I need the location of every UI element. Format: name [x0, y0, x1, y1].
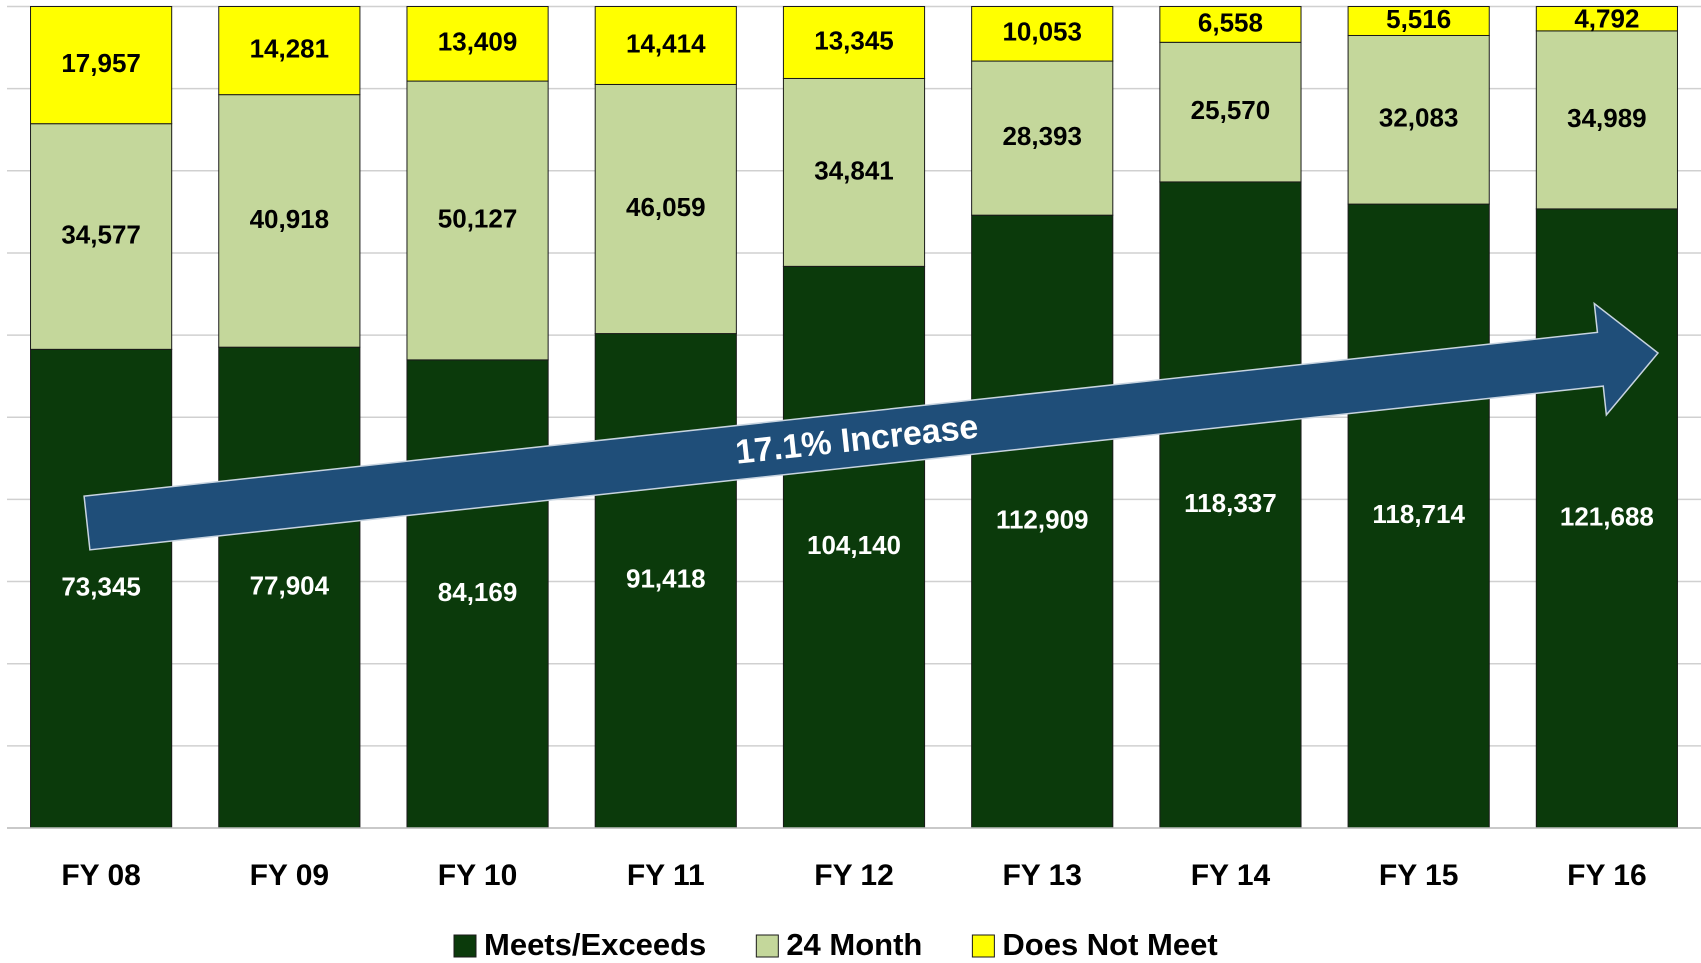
data-label: 84,169 — [438, 577, 518, 607]
data-label: 13,345 — [814, 25, 894, 55]
data-label: 91,418 — [626, 564, 706, 594]
data-label: 104,140 — [807, 530, 901, 560]
legend-label: Does Not Meet — [1002, 927, 1217, 962]
bar-segment — [782, 77, 926, 267]
legend-swatch — [755, 934, 779, 958]
data-label: 50,127 — [438, 203, 518, 233]
data-label: 28,393 — [1002, 121, 1082, 151]
x-tick-label: FY 16 — [1567, 859, 1647, 892]
bar-segment — [594, 83, 737, 335]
data-label: 34,841 — [814, 155, 894, 185]
bar-segment — [971, 6, 1114, 62]
x-tick-label: FY 14 — [1191, 859, 1271, 892]
x-tick-label: FY 13 — [1002, 859, 1082, 892]
bar-segment — [782, 265, 926, 829]
data-label: 10,053 — [1002, 17, 1082, 47]
legend-label: Meets/Exceeds — [484, 927, 706, 962]
bar-segment — [1347, 6, 1490, 36]
data-label: 14,281 — [250, 33, 330, 63]
legend-swatch — [453, 934, 477, 958]
data-label: 14,414 — [626, 28, 706, 58]
data-label: 5,516 — [1386, 4, 1451, 34]
bar-segment — [1535, 6, 1678, 32]
bar-segment — [30, 123, 173, 350]
bar-segment — [406, 359, 549, 829]
bar-segment — [1347, 34, 1490, 205]
data-label: 17,957 — [61, 48, 141, 78]
bar-segment — [971, 60, 1114, 216]
data-label: 121,688 — [1560, 501, 1654, 531]
x-tick-label: FY 12 — [814, 859, 894, 892]
bar-segment — [406, 80, 549, 361]
bar-segment — [1159, 41, 1302, 183]
data-label: 13,409 — [438, 27, 518, 57]
x-tick-label: FY 10 — [438, 859, 518, 892]
bar-segment — [1347, 203, 1490, 829]
data-label: 25,570 — [1191, 95, 1271, 125]
bar-segment — [1159, 181, 1302, 829]
data-label: 4,792 — [1574, 3, 1639, 33]
data-label: 77,904 — [250, 570, 330, 600]
data-label: 73,345 — [61, 572, 141, 602]
bar-segment — [782, 6, 926, 79]
x-tick-label: FY 15 — [1379, 859, 1459, 892]
bar-segment — [594, 6, 737, 85]
data-label: 46,059 — [626, 192, 706, 222]
bar-segment — [406, 6, 549, 82]
legend-swatch — [971, 934, 995, 958]
bar-segment — [30, 6, 173, 125]
data-label: 40,918 — [250, 204, 330, 234]
data-label: 112,909 — [996, 504, 1089, 534]
bar-segment — [218, 346, 361, 829]
bar-segment — [1159, 6, 1302, 43]
arrow-shape — [83, 301, 1660, 551]
data-label: 34,989 — [1567, 103, 1647, 133]
bar-segment — [594, 333, 737, 829]
data-label: 32,083 — [1379, 103, 1459, 133]
bar-segment — [971, 214, 1114, 829]
bar-segment — [30, 348, 173, 829]
x-tick-label: FY 11 — [627, 859, 705, 892]
x-tick-label: FY 08 — [61, 859, 141, 892]
bar-segment — [218, 94, 361, 348]
data-label: 118,714 — [1372, 499, 1465, 529]
legend-label: 24 Month — [786, 927, 922, 962]
x-tick-label: FY 09 — [250, 859, 330, 892]
data-label: 118,337 — [1184, 488, 1277, 518]
data-label: 34,577 — [61, 219, 141, 249]
bar-segment — [218, 6, 361, 96]
data-label: 6,558 — [1198, 7, 1263, 37]
